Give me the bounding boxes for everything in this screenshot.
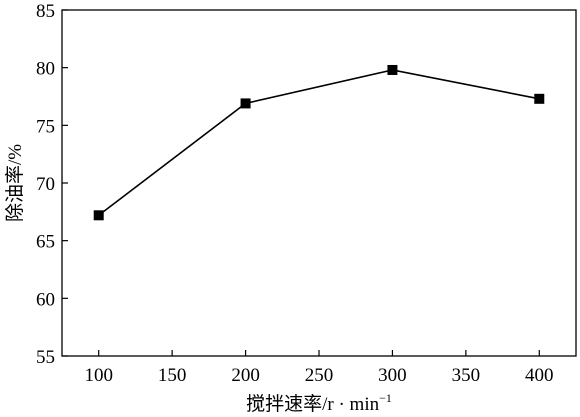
x-axis-ticks: 100 150 200 250 300 350 400 xyxy=(84,350,554,386)
x-tick-label: 350 xyxy=(452,365,481,386)
y-tick-label: 60 xyxy=(36,289,55,310)
y-tick-label: 80 xyxy=(36,59,55,80)
data-point-marker xyxy=(240,98,251,109)
y-tick-label: 65 xyxy=(36,232,55,253)
y-axis-label: 除油率/% xyxy=(4,144,26,222)
y-tick-label: 70 xyxy=(36,174,55,195)
x-tick-label: 400 xyxy=(525,365,554,386)
series-group xyxy=(93,64,545,221)
x-tick-label: 200 xyxy=(231,365,260,386)
y-tick-label: 85 xyxy=(36,1,55,22)
x-tick-label: 300 xyxy=(378,365,407,386)
x-tick-label: 250 xyxy=(305,365,334,386)
data-point-marker xyxy=(93,210,104,221)
data-point-marker xyxy=(387,64,398,75)
data-point-marker xyxy=(534,93,545,104)
y-tick-label: 55 xyxy=(36,347,55,368)
plot-frame xyxy=(61,9,577,357)
x-axis-label: 搅拌速率/r · min−1 xyxy=(246,391,392,415)
series-line xyxy=(98,69,540,216)
x-tick-label: 150 xyxy=(158,365,187,386)
x-axis-label-main: 搅拌速率/r · min xyxy=(246,393,379,415)
y-tick-label: 75 xyxy=(36,116,55,137)
x-axis-label-superscript: −1 xyxy=(379,391,392,405)
y-axis-ticks: 55 60 65 70 75 80 85 xyxy=(36,1,68,368)
x-tick-label: 100 xyxy=(84,365,113,386)
